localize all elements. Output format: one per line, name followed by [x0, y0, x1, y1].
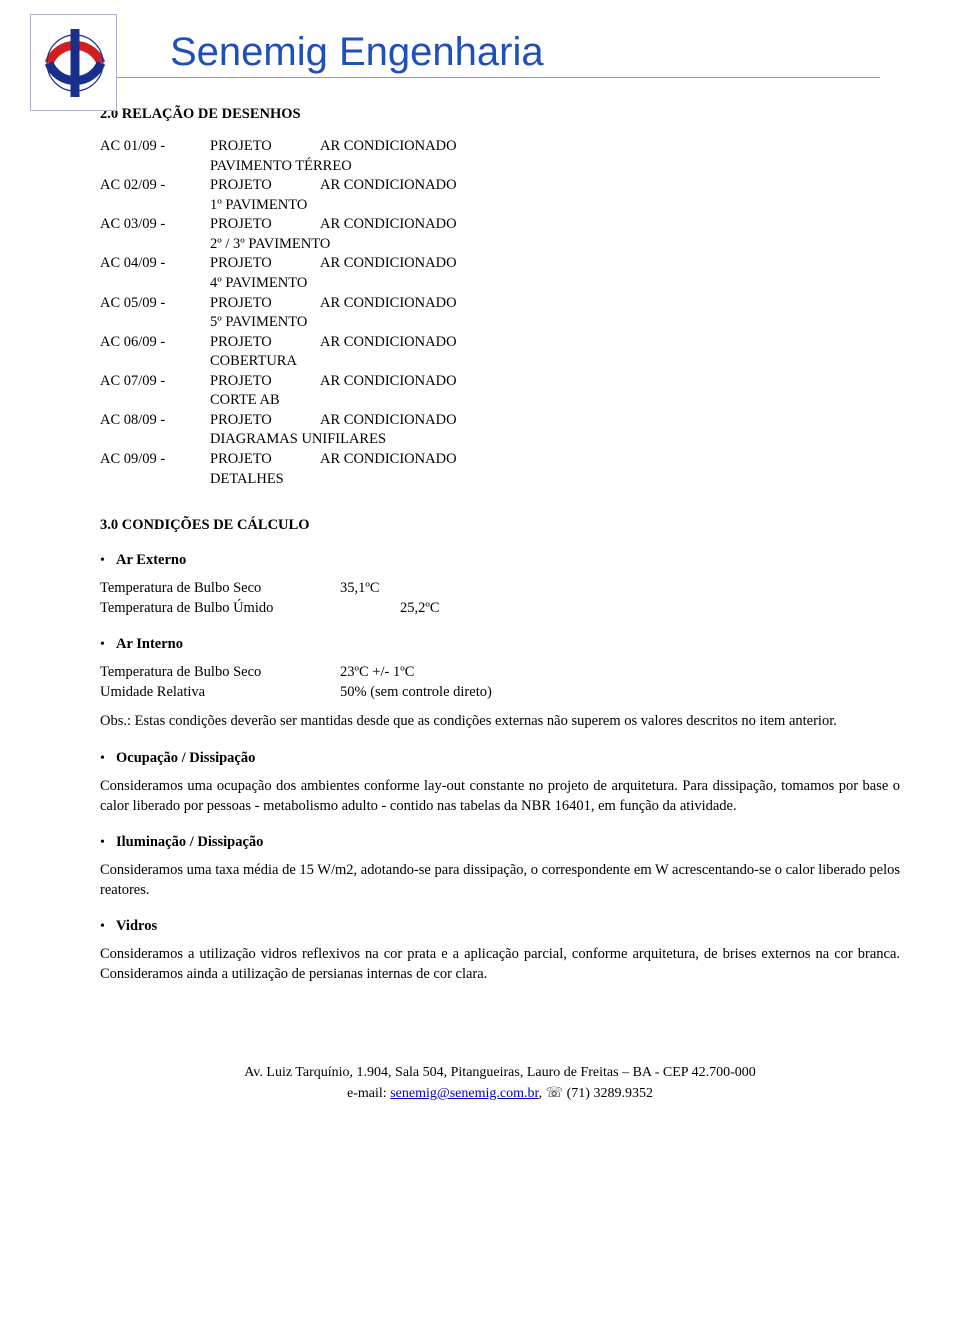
drawing-desc: AR CONDICIONADO [320, 176, 900, 196]
kv-val: 25,2ºC [340, 599, 900, 619]
drawing-code: AC 08/09 - [100, 411, 210, 431]
document-page: Senemig Engenharia 2.0 RELAÇÃO DE DESENH… [0, 0, 960, 1144]
ar-interno-values: Temperatura de Bulbo Seco23ºC +/- 1ºCUmi… [100, 663, 900, 702]
drawing-desc: AR CONDICIONADO [320, 372, 900, 392]
bullet-icon: • [100, 751, 116, 767]
drawing-row: AC 03/09 -PROJETOAR CONDICIONADO [100, 215, 900, 235]
header-title: Senemig Engenharia [170, 30, 900, 75]
drawing-desc: AR CONDICIONADO [320, 450, 900, 470]
footer-contact: e-mail: senemig@senemig.com.br, ☏ (71) 3… [100, 1083, 900, 1104]
drawing-proj: PROJETO [210, 333, 320, 353]
bullet-icon: • [100, 553, 116, 569]
bullet-iluminacao: • Iluminação / Dissipação [100, 834, 900, 851]
drawing-code: AC 04/09 - [100, 254, 210, 274]
drawing-proj: PROJETO [210, 411, 320, 431]
section-3-title: 3.0 CONDIÇÕES DE CÁLCULO [100, 517, 900, 534]
drawing-desc: AR CONDICIONADO [320, 215, 900, 235]
footer-email-prefix: e-mail: [347, 1086, 390, 1101]
bullet-vidros: • Vidros [100, 918, 900, 935]
drawing-proj: PROJETO [210, 254, 320, 274]
kv-val: 50% (sem controle direto) [340, 683, 900, 703]
drawing-code: AC 06/09 - [100, 333, 210, 353]
bullet-icon: • [100, 919, 116, 935]
drawing-code: AC 09/09 - [100, 450, 210, 470]
drawing-desc: AR CONDICIONADO [320, 137, 900, 157]
drawing-row: AC 06/09 -PROJETOAR CONDICIONADO [100, 333, 900, 353]
obs-paragraph: Obs.: Estas condições deverão ser mantid… [100, 712, 900, 732]
drawings-list: AC 01/09 -PROJETOAR CONDICIONADOPAVIMENT… [100, 137, 900, 489]
ar-externo-values: Temperatura de Bulbo Seco35,1ºCTemperatu… [100, 579, 900, 618]
footer-address: Av. Luiz Tarquínio, 1.904, Sala 504, Pit… [100, 1064, 900, 1083]
drawing-row: AC 05/09 -PROJETOAR CONDICIONADO [100, 294, 900, 314]
kv-val: 23ºC +/- 1ºC [340, 663, 900, 683]
iluminacao-text: Consideramos uma taxa média de 15 W/m2, … [100, 861, 900, 900]
drawing-code: AC 01/09 - [100, 137, 210, 157]
drawing-desc: AR CONDICIONADO [320, 333, 900, 353]
bullet-icon: • [100, 835, 116, 851]
drawing-subtitle: 4º PAVIMENTO [100, 274, 900, 294]
kv-row: Umidade Relativa50% (sem controle direto… [100, 683, 900, 703]
drawing-code: AC 03/09 - [100, 215, 210, 235]
ar-interno-label: Ar Interno [116, 636, 183, 653]
kv-val: 35,1ºC [340, 579, 900, 599]
drawing-desc: AR CONDICIONADO [320, 411, 900, 431]
kv-row: Temperatura de Bulbo Seco35,1ºC [100, 579, 900, 599]
drawing-desc: AR CONDICIONADO [320, 294, 900, 314]
drawing-row: AC 04/09 -PROJETOAR CONDICIONADO [100, 254, 900, 274]
drawing-proj: PROJETO [210, 294, 320, 314]
drawing-desc: AR CONDICIONADO [320, 254, 900, 274]
footer-phone: (71) 3289.9352 [563, 1086, 653, 1101]
drawing-subtitle: DETALHES [100, 470, 900, 490]
kv-key: Umidade Relativa [100, 683, 340, 703]
company-logo [30, 14, 117, 111]
drawing-subtitle: PAVIMENTO TÉRREO [100, 157, 900, 177]
kv-row: Temperatura de Bulbo Seco23ºC +/- 1ºC [100, 663, 900, 683]
phone-icon: ☏ [546, 1084, 564, 1100]
drawing-subtitle: 1º PAVIMENTO [100, 196, 900, 216]
ocupacao-text: Consideramos uma ocupação dos ambientes … [100, 777, 900, 816]
bullet-ar-externo: • Ar Externo [100, 552, 900, 569]
footer-email-link[interactable]: senemig@senemig.com.br [390, 1086, 538, 1101]
vidros-label: Vidros [116, 918, 157, 935]
drawing-subtitle: 5º PAVIMENTO [100, 313, 900, 333]
drawing-row: AC 01/09 -PROJETOAR CONDICIONADO [100, 137, 900, 157]
drawing-code: AC 05/09 - [100, 294, 210, 314]
bullet-ocupacao: • Ocupação / Dissipação [100, 750, 900, 767]
drawing-subtitle: DIAGRAMAS UNIFILARES [100, 430, 900, 450]
kv-key: Temperatura de Bulbo Úmido [100, 599, 340, 619]
drawing-subtitle: CORTE AB [100, 391, 900, 411]
drawing-proj: PROJETO [210, 137, 320, 157]
footer-sep: , [539, 1086, 546, 1101]
kv-key: Temperatura de Bulbo Seco [100, 663, 340, 683]
section-2-title: 2.0 RELAÇÃO DE DESENHOS [100, 106, 900, 123]
drawing-proj: PROJETO [210, 176, 320, 196]
drawing-proj: PROJETO [210, 450, 320, 470]
bullet-icon: • [100, 637, 116, 653]
kv-key: Temperatura de Bulbo Seco [100, 579, 340, 599]
page-footer: Av. Luiz Tarquínio, 1.904, Sala 504, Pit… [100, 1064, 900, 1104]
drawing-row: AC 07/09 -PROJETOAR CONDICIONADO [100, 372, 900, 392]
drawing-proj: PROJETO [210, 372, 320, 392]
ocupacao-label: Ocupação / Dissipação [116, 750, 255, 767]
header-rule [60, 77, 880, 78]
drawing-row: AC 09/09 -PROJETOAR CONDICIONADO [100, 450, 900, 470]
bullet-ar-interno: • Ar Interno [100, 636, 900, 653]
drawing-proj: PROJETO [210, 215, 320, 235]
drawing-code: AC 02/09 - [100, 176, 210, 196]
drawing-subtitle: 2º / 3º PAVIMENTO [100, 235, 900, 255]
vidros-text: Consideramos a utilização vidros reflexi… [100, 945, 900, 984]
drawing-row: AC 08/09 -PROJETOAR CONDICIONADO [100, 411, 900, 431]
drawing-subtitle: COBERTURA [100, 352, 900, 372]
drawing-row: AC 02/09 -PROJETOAR CONDICIONADO [100, 176, 900, 196]
kv-row: Temperatura de Bulbo Úmido25,2ºC [100, 599, 900, 619]
iluminacao-label: Iluminação / Dissipação [116, 834, 263, 851]
ar-externo-label: Ar Externo [116, 552, 186, 569]
drawing-code: AC 07/09 - [100, 372, 210, 392]
